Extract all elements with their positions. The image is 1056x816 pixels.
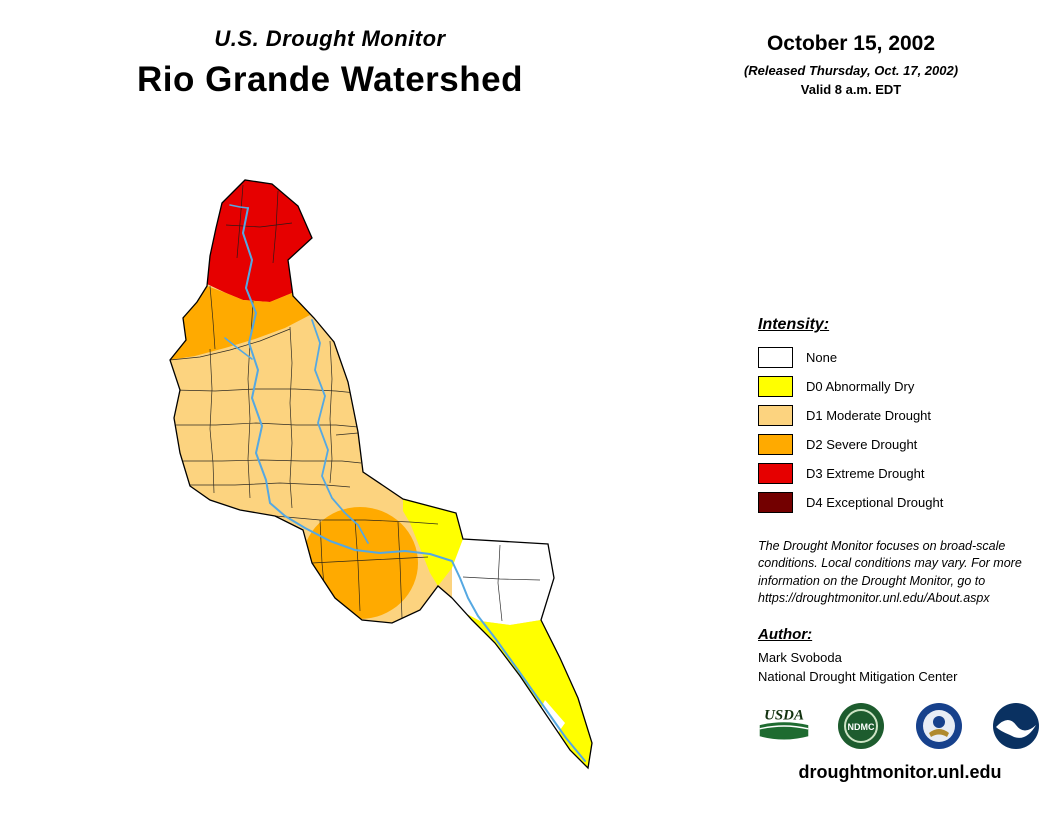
usda-logo: USDA	[756, 700, 812, 752]
region-d2-north	[170, 286, 310, 360]
noaa-logo	[988, 700, 1044, 752]
legend-title: Intensity:	[758, 316, 830, 333]
logo-row: USDA NDMC	[756, 700, 1044, 752]
ndmc-logo: NDMC	[833, 700, 889, 752]
river-east-branch	[311, 319, 369, 544]
legend-label: D0 Abnormally Dry	[806, 378, 915, 394]
region-d3-north	[207, 180, 312, 302]
disclaimer-line: information on the Drought Monitor, go t…	[758, 573, 986, 588]
swatch-d0	[758, 375, 793, 397]
legend-label: D2 Severe Drought	[806, 436, 918, 452]
legend-item-d2: D2 Severe Drought	[758, 433, 1028, 455]
program-title: U.S. Drought Monitor	[214, 26, 446, 51]
drought-map	[140, 163, 640, 781]
legend: Intensity: None D0 Abnormally Dry D1 Mod…	[758, 316, 1028, 521]
swatch-d1	[758, 404, 793, 426]
disclaimer-line: conditions. Local conditions may vary. F…	[758, 556, 1022, 571]
region-d0-strip	[403, 499, 463, 586]
swatch-d2	[758, 433, 793, 455]
author-name: Mark Svoboda	[758, 650, 842, 665]
legend-item-d3: D3 Extreme Drought	[758, 462, 1028, 484]
swatch-d3	[758, 462, 793, 484]
legend-label: None	[806, 349, 838, 365]
legend-label: D1 Moderate Drought	[806, 407, 932, 423]
author-heading: Author:	[758, 626, 813, 643]
legend-label: D4 Exceptional Drought	[806, 494, 944, 510]
page-title: Rio Grande Watershed	[137, 60, 523, 99]
released-note: (Released Thursday, Oct. 17, 2002)	[743, 63, 959, 78]
date-block: October 15, 2002 (Released Thursday, Oct…	[706, 32, 996, 97]
legend-item-d0: D0 Abnormally Dry	[758, 375, 1028, 397]
footer-url: droughtmonitor.unl.edu	[798, 762, 1002, 782]
region-none-tail-sliver	[540, 700, 565, 733]
region-none-east	[452, 539, 554, 625]
author-organization: National Drought Mitigation Center	[758, 668, 958, 684]
disclaimer: The Drought Monitor focuses on broad-sca…	[758, 538, 1026, 607]
legend-item-d4: D4 Exceptional Drought	[758, 491, 1028, 513]
legend-item-none: None	[758, 346, 1028, 368]
river-tributary	[224, 337, 253, 360]
valid-note: Valid 8 a.m. EDT	[800, 82, 902, 97]
disclaimer-line: The Drought Monitor focuses on broad-sca…	[758, 539, 1006, 553]
region-d2-south	[302, 507, 418, 619]
header: U.S. Drought Monitor Rio Grande Watershe…	[40, 26, 620, 100]
usda-logo-text: USDA	[764, 707, 804, 723]
watershed-map-svg	[169, 179, 593, 770]
county-lines	[170, 184, 541, 622]
legend-label: D3 Extreme Drought	[806, 465, 925, 481]
disclaimer-url: https://droughtmonitor.unl.edu/About.asp…	[758, 590, 990, 605]
region-d0-tail	[465, 613, 592, 768]
watershed-outline	[169, 179, 593, 770]
map-date: October 15, 2002	[766, 32, 936, 55]
legend-item-d1: D1 Moderate Drought	[758, 404, 1028, 426]
river-main-stem	[242, 207, 586, 762]
swatch-d4	[758, 491, 793, 513]
author-section: Author: Mark Svoboda National Drought Mi…	[758, 626, 1038, 686]
swatch-none	[758, 346, 793, 368]
doc-logo	[911, 700, 967, 752]
ndmc-logo-text: NDMC	[848, 722, 875, 732]
river-headwater-fork	[229, 204, 249, 209]
